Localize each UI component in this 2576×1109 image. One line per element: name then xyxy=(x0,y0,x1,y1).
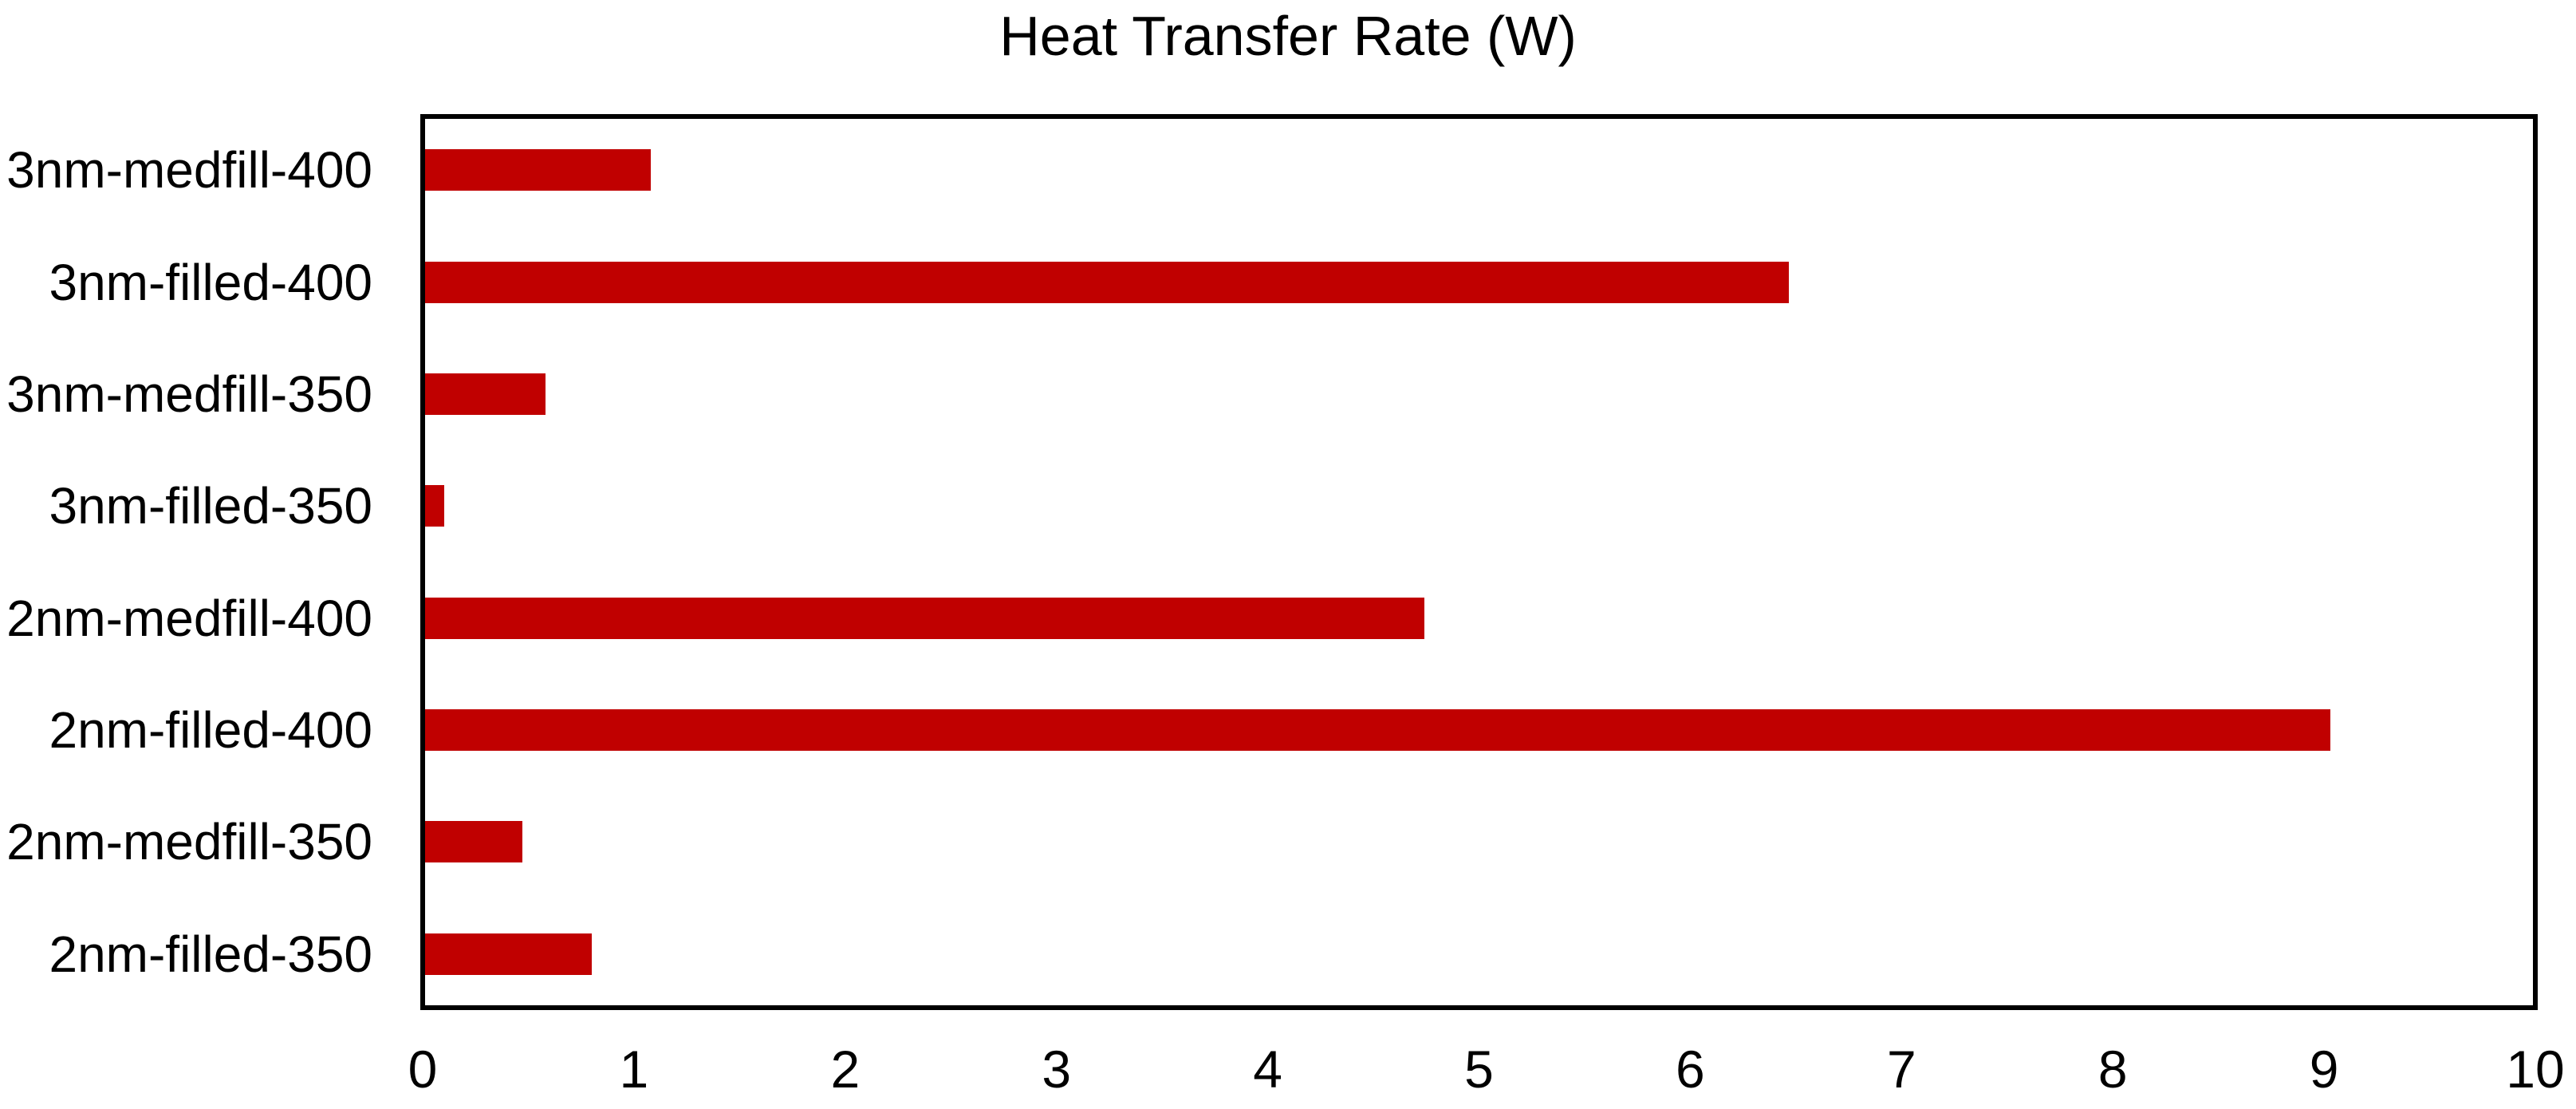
y-axis-label: 3nm-medfill-400 xyxy=(6,141,372,199)
x-axis-tick-label: 8 xyxy=(2097,1040,2128,1099)
bar-2nm-filled-350 xyxy=(425,933,592,975)
chart-title: Heat Transfer Rate (W) xyxy=(999,5,1577,67)
x-axis-tick-label: 6 xyxy=(1676,1040,1705,1099)
x-axis-tick-label: 10 xyxy=(2506,1040,2565,1099)
x-axis-tick-label: 4 xyxy=(1253,1040,1282,1099)
x-axis-tick-label: 0 xyxy=(408,1040,438,1099)
bar-2nm-medfill-350 xyxy=(425,821,522,863)
y-axis-label: 2nm-medfill-350 xyxy=(6,813,372,871)
bar-3nm-filled-350 xyxy=(425,485,444,527)
plot-area xyxy=(420,114,2538,1010)
x-axis-tick-label: 7 xyxy=(1886,1040,1916,1099)
y-axis-label: 2nm-filled-400 xyxy=(49,701,372,760)
bar-2nm-medfill-400 xyxy=(425,597,1424,639)
y-axis-label: 3nm-filled-400 xyxy=(49,253,372,311)
x-axis-tick-label: 5 xyxy=(1464,1040,1494,1099)
y-axis-label: 2nm-medfill-400 xyxy=(6,589,372,647)
x-axis-tick-label: 1 xyxy=(619,1040,649,1099)
bar-3nm-medfill-350 xyxy=(425,373,546,415)
bar-3nm-filled-400 xyxy=(425,261,1789,303)
y-axis-label: 3nm-filled-350 xyxy=(49,477,372,535)
y-axis-label: 2nm-filled-350 xyxy=(49,925,372,983)
y-axis-label: 3nm-medfill-350 xyxy=(6,365,372,423)
x-axis-tick-label: 9 xyxy=(2309,1040,2339,1099)
x-axis-tick-label: 2 xyxy=(830,1040,861,1099)
bar-2nm-filled-400 xyxy=(425,709,2330,752)
bar-3nm-medfill-400 xyxy=(425,149,651,191)
x-axis-tick-label: 3 xyxy=(1042,1040,1072,1099)
